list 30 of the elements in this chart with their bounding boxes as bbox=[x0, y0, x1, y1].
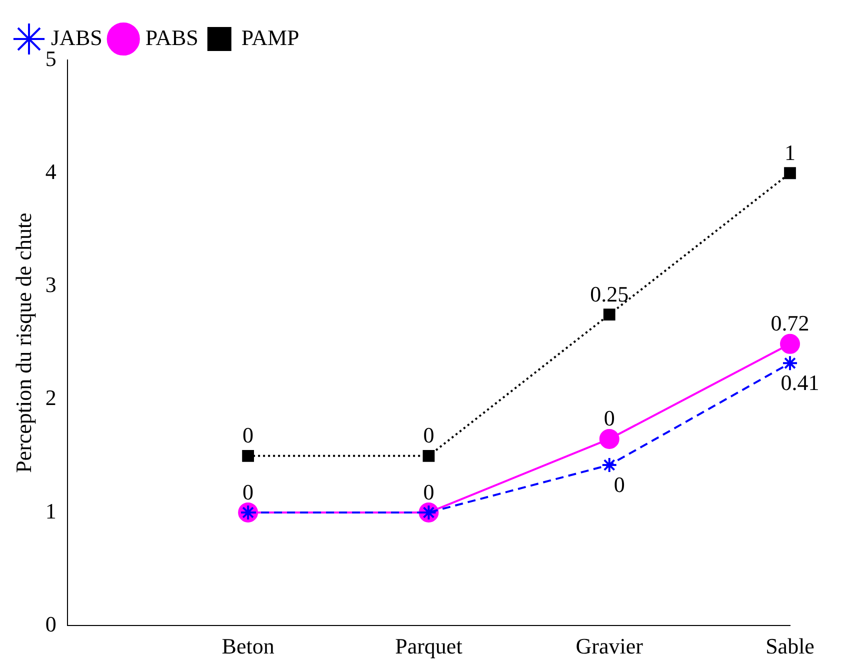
point bbox=[782, 355, 798, 372]
y-tick-label: 3 bbox=[45, 272, 56, 298]
annotation: 0 bbox=[423, 479, 434, 504]
annotation: 0.41 bbox=[780, 370, 820, 395]
annotation: 1 bbox=[784, 140, 796, 165]
annotation: 0.72 bbox=[770, 310, 810, 336]
legend-label: PAMP bbox=[241, 24, 300, 50]
y-tick-label: 1 bbox=[45, 498, 56, 524]
y-tick-label: 0 bbox=[45, 611, 56, 636]
x-tick-label: Gravier bbox=[576, 634, 644, 659]
y-tick-label: 2 bbox=[45, 385, 56, 410]
point bbox=[599, 428, 620, 449]
point bbox=[780, 334, 800, 354]
legend-label: PABS bbox=[145, 24, 198, 50]
annotation: 0 bbox=[614, 472, 625, 497]
annotation: 0.25 bbox=[590, 281, 629, 306]
annotation: 0 bbox=[242, 479, 254, 504]
x-tick-label: Sable bbox=[766, 634, 814, 659]
x-tick-label: Parquet bbox=[395, 634, 462, 659]
x-tick-label: Beton bbox=[222, 634, 274, 659]
point bbox=[601, 456, 618, 473]
annotation: 0 bbox=[242, 422, 254, 448]
y-tick-label: 4 bbox=[45, 158, 56, 184]
point bbox=[603, 308, 616, 320]
annotation: 0 bbox=[423, 422, 434, 448]
point bbox=[422, 450, 435, 462]
point bbox=[784, 167, 796, 180]
y-axis-title: Perception du risque de chute bbox=[10, 212, 36, 473]
point bbox=[242, 450, 254, 462]
annotation: 0 bbox=[604, 406, 615, 431]
